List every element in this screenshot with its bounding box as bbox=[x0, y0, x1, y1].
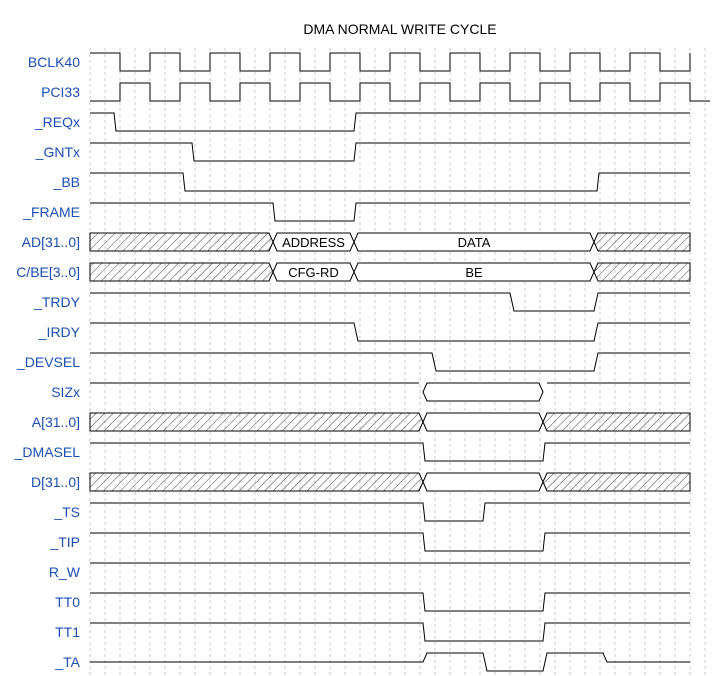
signal-label: C/BE[3..0] bbox=[16, 264, 80, 280]
bus-segment-label: DATA bbox=[458, 235, 491, 250]
signal-label: PCI33 bbox=[41, 84, 80, 100]
signal-bclk40: BCLK40 bbox=[28, 52, 691, 72]
signal-waveform bbox=[90, 112, 690, 132]
bus-undefined-segment bbox=[89, 412, 424, 432]
signal-label: TT0 bbox=[55, 594, 80, 610]
signal-reqx: _REQx bbox=[34, 112, 690, 132]
signal-waveform bbox=[90, 442, 690, 462]
signal-devsel: _DEVSEL bbox=[16, 352, 690, 372]
signal-label: TT1 bbox=[55, 624, 80, 640]
signal-bb: _BB bbox=[53, 172, 690, 192]
signal-tip: _TIP bbox=[49, 532, 690, 552]
signal-sizx: SIZx bbox=[51, 382, 690, 402]
signal-dmasel: _DMASEL bbox=[14, 442, 690, 462]
signal-a-31-0: A[31..0] bbox=[32, 412, 691, 432]
signal-tt1: TT1 bbox=[55, 622, 690, 642]
signal-label: AD[31..0] bbox=[22, 234, 80, 250]
signal-label: _FRAME bbox=[22, 204, 80, 220]
time-gridlines bbox=[89, 48, 706, 676]
signal-waveform bbox=[90, 322, 690, 342]
signal-d-31-0: D[31..0] bbox=[31, 472, 691, 492]
signal-label: _BB bbox=[53, 174, 80, 190]
signal-frame: _FRAME bbox=[22, 202, 690, 222]
signal-label: A[31..0] bbox=[32, 414, 80, 430]
signal-label: _DMASEL bbox=[14, 444, 81, 460]
bus-undefined-segment bbox=[593, 262, 691, 282]
signal-waveform bbox=[90, 652, 690, 672]
bus-segment-label: ADDRESS bbox=[282, 235, 345, 250]
signal-r-w: R_W bbox=[49, 562, 690, 580]
diagram-title: DMA NORMAL WRITE CYCLE bbox=[303, 21, 496, 37]
signal-label: SIZx bbox=[51, 384, 80, 400]
signal-label: _DEVSEL bbox=[16, 354, 80, 370]
signal-waveform bbox=[90, 202, 690, 222]
bus-data-segment bbox=[422, 472, 544, 492]
signal-gntx: _GNTx bbox=[35, 142, 690, 162]
signal-label: _TA bbox=[54, 654, 80, 670]
bus-segment-label: CFG-RD bbox=[288, 265, 339, 280]
bus-data-segment bbox=[422, 412, 544, 432]
clock-waveform bbox=[90, 82, 710, 102]
signal-ta: _TA bbox=[54, 652, 690, 672]
signal-label: _TS bbox=[53, 504, 80, 520]
signal-label: _GNTx bbox=[35, 144, 80, 160]
signal-pci33: PCI33 bbox=[41, 82, 710, 102]
signal-waveform bbox=[90, 502, 690, 522]
signal-waveform bbox=[90, 622, 690, 642]
signal-label: _IRDY bbox=[38, 324, 81, 340]
clock-waveform bbox=[90, 52, 691, 72]
signal-label: _REQx bbox=[34, 114, 80, 130]
signal-trdy: _TRDY bbox=[33, 292, 690, 312]
signal-waveform bbox=[90, 352, 690, 372]
signal-irdy: _IRDY bbox=[38, 322, 690, 342]
signal-label: _TRDY bbox=[33, 294, 81, 310]
signal-label: BCLK40 bbox=[28, 54, 80, 70]
signal-label: R_W bbox=[49, 564, 81, 580]
signal-waveform bbox=[90, 142, 690, 162]
signal-label: D[31..0] bbox=[31, 474, 80, 490]
bus-undefined-segment bbox=[593, 232, 691, 252]
bus-segment-label: BE bbox=[465, 265, 483, 280]
bus-undefined-segment bbox=[89, 262, 274, 282]
signal-tt0: TT0 bbox=[55, 592, 690, 612]
bus-undefined-segment bbox=[89, 232, 274, 252]
signal-label: _TIP bbox=[49, 534, 80, 550]
bus-undefined-segment bbox=[89, 472, 424, 492]
signal-ad-31-0: AD[31..0] ADDRESS DATA bbox=[22, 232, 691, 252]
signal-c-be-3-0: C/BE[3..0] CFG-RD BE bbox=[16, 262, 691, 282]
signal-waveform bbox=[90, 172, 690, 192]
bus-undefined-segment bbox=[542, 472, 691, 492]
signal-ts: _TS bbox=[53, 502, 690, 522]
signal-waveform bbox=[90, 532, 690, 552]
signal-waveform bbox=[90, 592, 690, 612]
bus-data-segment bbox=[422, 382, 544, 402]
signal-waveform bbox=[90, 292, 690, 312]
bus-undefined-segment bbox=[542, 412, 691, 432]
